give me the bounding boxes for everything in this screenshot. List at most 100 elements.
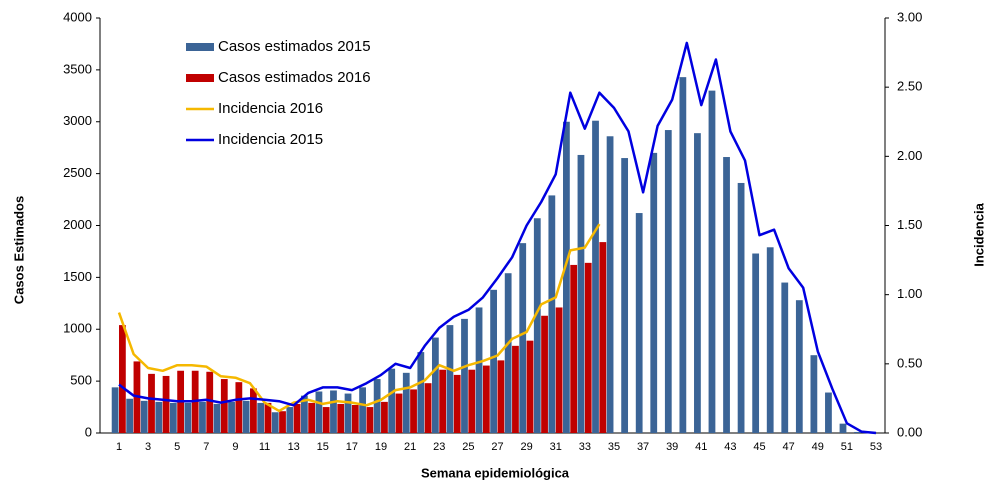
legend-swatch bbox=[186, 43, 214, 51]
bar bbox=[126, 398, 134, 433]
bar bbox=[766, 247, 774, 433]
bar bbox=[351, 404, 359, 433]
x-tick-label: 1 bbox=[116, 441, 122, 453]
bar bbox=[461, 318, 468, 433]
bar bbox=[199, 401, 206, 433]
bar bbox=[250, 388, 257, 433]
bar bbox=[264, 402, 272, 433]
x-tick-label: 5 bbox=[174, 441, 180, 453]
x-tick-label: 47 bbox=[783, 441, 795, 453]
line bbox=[117, 223, 601, 413]
legend-label: Incidencia 2016 bbox=[218, 100, 323, 117]
bar bbox=[839, 423, 847, 433]
bar bbox=[563, 121, 570, 433]
bar bbox=[519, 243, 527, 433]
bar bbox=[679, 77, 687, 433]
line bbox=[118, 41, 877, 435]
bar bbox=[257, 402, 265, 433]
bar bbox=[162, 375, 170, 433]
bar bbox=[664, 130, 672, 434]
bar bbox=[825, 392, 832, 433]
y-tick-label: 2500 bbox=[63, 165, 92, 180]
bar bbox=[417, 352, 425, 433]
x-tick-label: 45 bbox=[753, 441, 765, 453]
bar bbox=[322, 407, 330, 433]
bar bbox=[606, 136, 614, 433]
x-tick-label: 43 bbox=[724, 441, 736, 453]
bar bbox=[570, 264, 578, 433]
y-tick-label: 1500 bbox=[63, 269, 92, 284]
bar bbox=[402, 372, 410, 433]
x-tick-label: 13 bbox=[288, 441, 300, 453]
y-tick-label: 3500 bbox=[63, 61, 92, 76]
bar bbox=[795, 300, 803, 433]
x-tick-label: 31 bbox=[550, 441, 562, 453]
bar bbox=[111, 387, 119, 433]
bar bbox=[512, 345, 519, 433]
legend-swatch bbox=[186, 74, 214, 82]
bar bbox=[708, 90, 716, 433]
y-tick-label: 2000 bbox=[63, 217, 92, 232]
y2-tick-label: 2.50 bbox=[897, 79, 922, 94]
bar bbox=[723, 157, 730, 433]
bar bbox=[293, 403, 301, 433]
bar bbox=[395, 393, 403, 433]
bar bbox=[533, 218, 541, 433]
y2-tick-label: 1.50 bbox=[897, 217, 922, 232]
bar bbox=[206, 371, 214, 433]
bar bbox=[300, 395, 308, 433]
bar bbox=[752, 253, 760, 433]
y2-tick-label: 2.00 bbox=[897, 148, 922, 163]
x-tick-label: 23 bbox=[433, 441, 445, 453]
bar bbox=[148, 373, 155, 433]
bar bbox=[468, 369, 476, 433]
legend-label: Casos estimados 2015 bbox=[218, 38, 371, 55]
bar bbox=[599, 242, 607, 433]
bar bbox=[330, 390, 337, 433]
bar bbox=[140, 400, 148, 433]
bar bbox=[475, 307, 483, 433]
x-tick-label: 21 bbox=[404, 441, 416, 453]
bar bbox=[584, 262, 592, 433]
x-tick-label: 25 bbox=[462, 441, 474, 453]
bar bbox=[431, 337, 439, 433]
bar bbox=[439, 369, 447, 433]
bar bbox=[169, 402, 177, 433]
x-tick-label: 9 bbox=[232, 441, 238, 453]
bar bbox=[526, 340, 534, 433]
bar bbox=[650, 152, 658, 433]
bar bbox=[228, 401, 235, 433]
y-tick-label: 4000 bbox=[63, 9, 92, 24]
bar bbox=[279, 411, 286, 433]
bar bbox=[388, 368, 396, 433]
bar bbox=[621, 158, 629, 433]
y-tick-label: 0 bbox=[85, 424, 92, 439]
bar bbox=[359, 387, 366, 433]
y2-axis-title: Incidencia bbox=[971, 202, 986, 266]
bar bbox=[424, 383, 432, 433]
y-tick-label: 500 bbox=[70, 373, 92, 388]
bar bbox=[737, 182, 745, 433]
x-tick-label: 37 bbox=[637, 441, 649, 453]
bar bbox=[271, 412, 279, 433]
bar bbox=[344, 393, 352, 433]
x-tick-label: 35 bbox=[608, 441, 620, 453]
x-tick-label: 29 bbox=[520, 441, 532, 453]
bar bbox=[577, 154, 585, 433]
bar bbox=[854, 431, 861, 433]
bar bbox=[541, 315, 548, 433]
x-tick-label: 19 bbox=[375, 441, 387, 453]
y2-tick-label: 3.00 bbox=[897, 9, 922, 24]
bar bbox=[184, 402, 192, 433]
bar bbox=[410, 389, 417, 433]
bar bbox=[235, 382, 243, 433]
bar bbox=[635, 213, 643, 433]
x-tick-label: 3 bbox=[145, 441, 151, 453]
bar bbox=[337, 403, 345, 433]
y2-tick-label: 1.00 bbox=[897, 286, 922, 301]
x-tick-label: 27 bbox=[491, 441, 503, 453]
bar bbox=[446, 325, 454, 433]
y2-tick-label: 0.00 bbox=[897, 424, 922, 439]
bar bbox=[155, 401, 163, 433]
y-tick-label: 1000 bbox=[63, 321, 92, 336]
